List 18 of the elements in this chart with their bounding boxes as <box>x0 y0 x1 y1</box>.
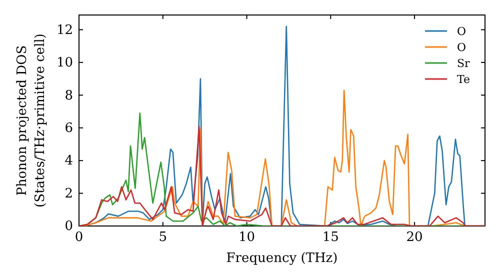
y-tick-label: 12 <box>56 22 73 38</box>
y-tick-label: 6 <box>64 121 73 136</box>
x-tick-label: 20 <box>406 230 423 246</box>
legend-label: O <box>457 40 466 54</box>
y-tick-label: 2 <box>64 186 73 202</box>
y-tick-label: 8 <box>64 88 73 104</box>
legend-label: O <box>457 24 466 38</box>
x-tick-label: 5 <box>158 230 168 246</box>
x-tick-label: 15 <box>322 230 339 246</box>
legend-label: Sr <box>457 56 471 70</box>
legend-label: Te <box>457 72 470 86</box>
y-tick-label: 4 <box>64 154 73 169</box>
x-tick-label: 0 <box>74 230 84 246</box>
x-axis-title: Frequency (THz) <box>226 251 338 266</box>
y-tick-label: 10 <box>56 56 73 71</box>
y-axis-title: Phonon projected DOS (States/THz·primitive cell) <box>15 33 48 208</box>
x-tick-label: 10 <box>238 230 256 246</box>
y-tick-label: 0 <box>64 219 73 234</box>
